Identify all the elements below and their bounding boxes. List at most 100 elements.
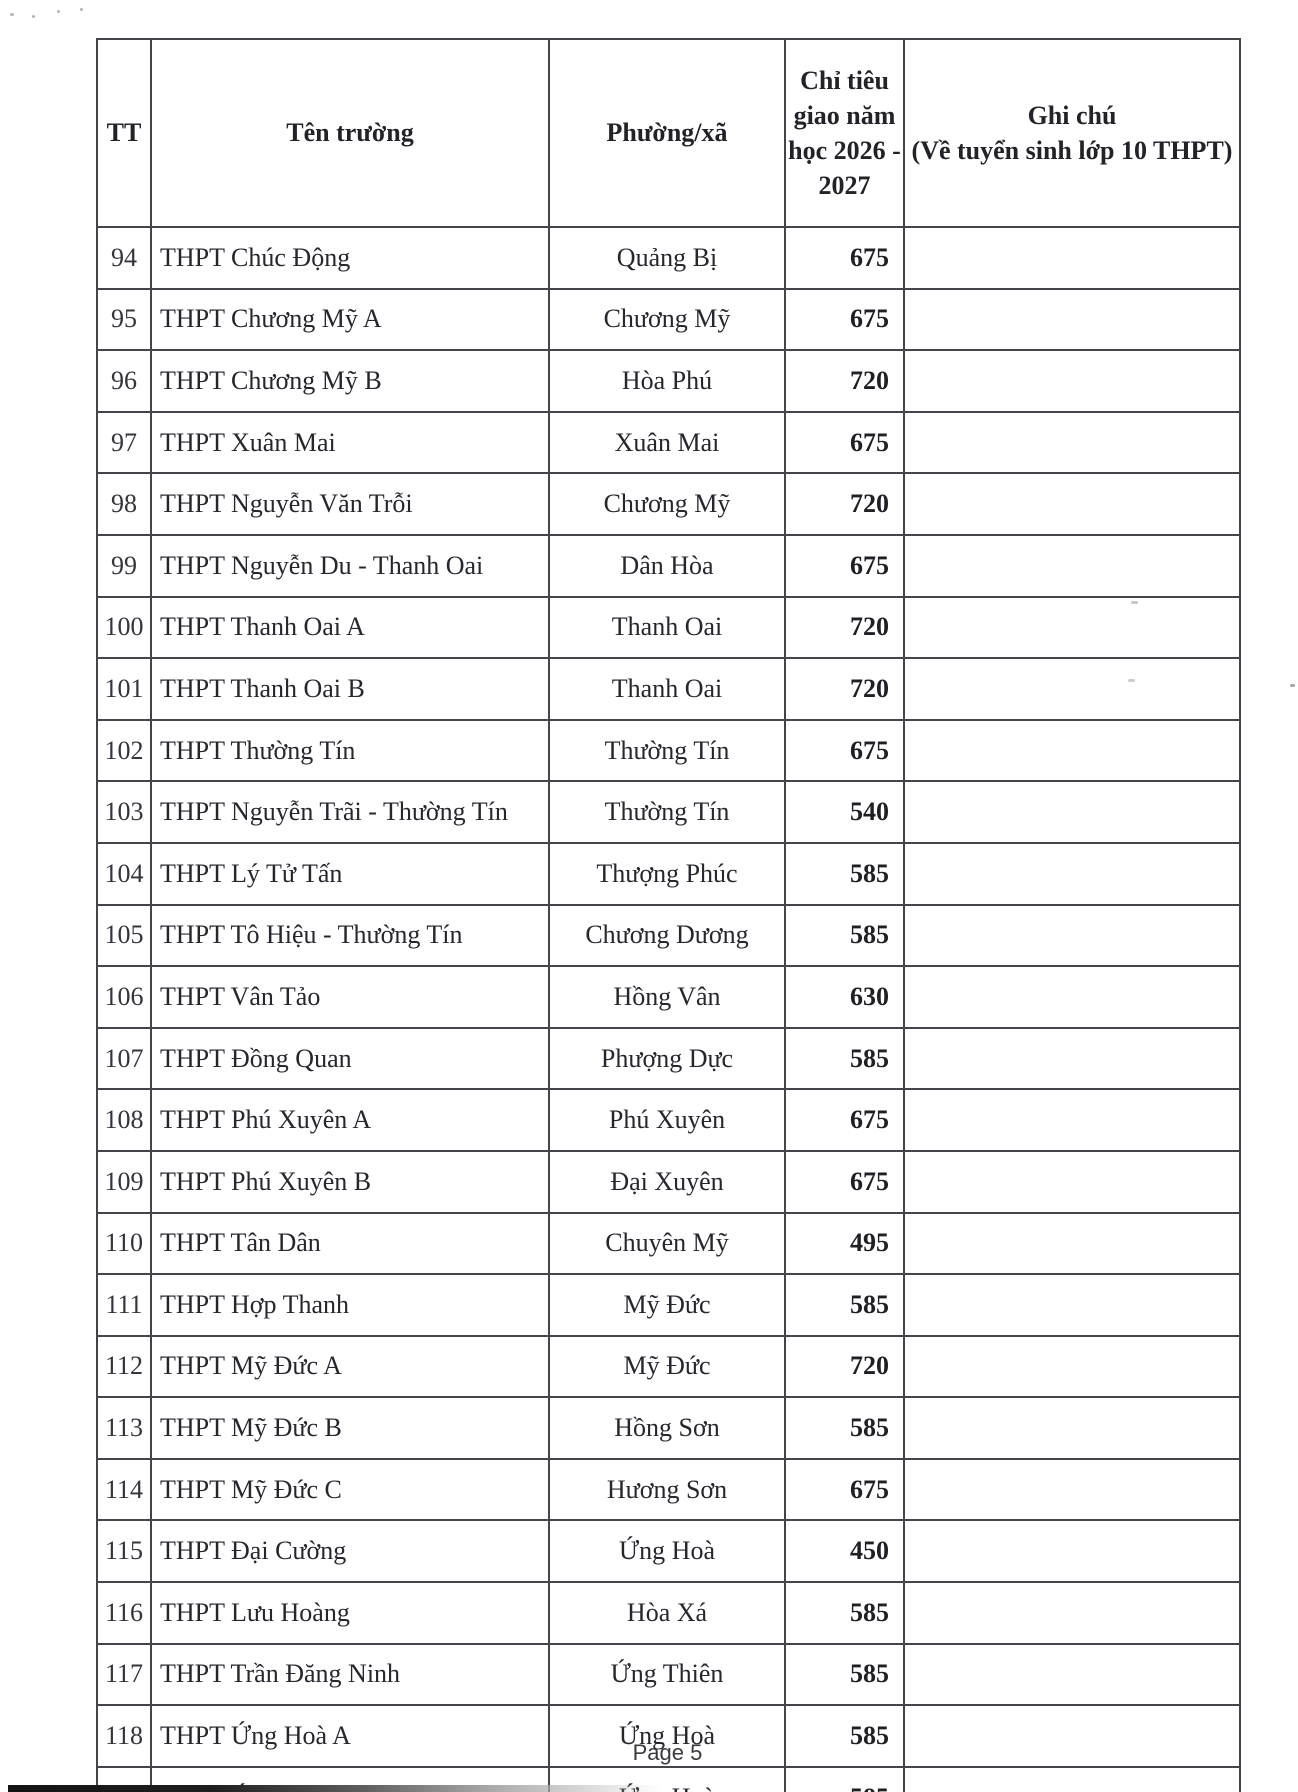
school-name-cell: THPT Phú Xuyên B — [150, 1149, 550, 1214]
row-number-cell: 97 — [96, 410, 152, 475]
note-cell — [903, 718, 1241, 783]
note-cell — [903, 533, 1241, 598]
header-note: Ghi chú (Về tuyển sinh lớp 10 THPT) — [903, 38, 1241, 228]
note-cell — [903, 595, 1241, 660]
scan-speck — [32, 15, 35, 18]
table-row: 101 THPT Thanh Oai B Thanh Oai 720 — [96, 657, 1241, 721]
school-name-cell: THPT Chương Mỹ B — [150, 349, 550, 413]
note-cell — [903, 903, 1241, 968]
note-cell — [903, 1704, 1241, 1768]
note-cell — [903, 1765, 1241, 1792]
quota-cell: 585 — [784, 903, 905, 968]
table-row: 98 THPT Nguyễn Văn Trỗi Chương Mỹ 720 — [96, 472, 1241, 536]
table-row: 109 THPT Phú Xuyên B Đại Xuyên 675 — [96, 1149, 1241, 1214]
quota-cell: 540 — [784, 780, 905, 844]
table-row: 112 THPT Mỹ Đức A Mỹ Đức 720 — [96, 1334, 1241, 1399]
row-number-cell: 107 — [96, 1026, 152, 1091]
school-name-cell: THPT Mỹ Đức A — [150, 1334, 550, 1399]
note-cell — [903, 1149, 1241, 1214]
note-cell — [903, 780, 1241, 844]
ward-cell: Phượng Dực — [548, 1026, 786, 1091]
row-number-cell: 96 — [96, 349, 152, 413]
quota-cell: 585 — [784, 1704, 905, 1768]
ward-cell: Hồng Vân — [548, 965, 786, 1029]
scan-speck — [57, 10, 60, 13]
school-name-cell: THPT Nguyễn Văn Trỗi — [150, 472, 550, 536]
quota-cell: 675 — [784, 1149, 905, 1214]
note-cell — [903, 1211, 1241, 1276]
note-cell — [903, 657, 1241, 721]
table-row: 103 THPT Nguyễn Trãi - Thường Tín Thường… — [96, 780, 1241, 844]
table-row: 102 THPT Thường Tín Thường Tín 675 — [96, 718, 1241, 783]
table-row: 97 THPT Xuân Mai Xuân Mai 675 — [96, 410, 1241, 475]
note-cell — [903, 965, 1241, 1029]
school-name-cell: THPT Đại Cường — [150, 1519, 550, 1584]
school-name-cell: THPT Mỹ Đức C — [150, 1457, 550, 1522]
quota-cell: 720 — [784, 595, 905, 660]
ward-cell: Chương Mỹ — [548, 472, 786, 536]
row-number-cell: 115 — [96, 1519, 152, 1584]
school-name-cell: THPT Đồng Quan — [150, 1026, 550, 1091]
ward-cell: Hương Sơn — [548, 1457, 786, 1522]
row-number-cell: 101 — [96, 657, 152, 721]
header-ward: Phường/xã — [548, 38, 786, 228]
ward-cell: Mỹ Đức — [548, 1273, 786, 1337]
row-number-cell: 106 — [96, 965, 152, 1029]
page-number: Page 5 — [632, 1740, 703, 1765]
school-name-cell: THPT Trần Đăng Ninh — [150, 1642, 550, 1707]
quota-cell: 630 — [784, 965, 905, 1029]
ward-cell: Ứng Thiên — [548, 1642, 786, 1707]
row-number-cell: 100 — [96, 595, 152, 660]
table-row: 111 THPT Hợp Thanh Mỹ Đức 585 — [96, 1273, 1241, 1337]
table-row: 94 THPT Chúc Động Quảng Bị 675 — [96, 226, 1241, 290]
row-number-cell: 109 — [96, 1149, 152, 1214]
school-name-cell: THPT Thanh Oai A — [150, 595, 550, 660]
row-number-cell: 111 — [96, 1273, 152, 1337]
header-school-name: Tên trường — [150, 38, 550, 228]
school-name-cell: THPT Phú Xuyên A — [150, 1088, 550, 1152]
school-name-cell: THPT Tô Hiệu - Thường Tín — [150, 903, 550, 968]
table-row: 118 THPT Ứng Hoà A Ứng Hoà 585 — [96, 1704, 1241, 1768]
ward-cell: Đại Xuyên — [548, 1149, 786, 1214]
quota-cell: 675 — [784, 1088, 905, 1152]
quota-cell: 720 — [784, 1334, 905, 1399]
school-name-cell: THPT Chương Mỹ A — [150, 287, 550, 352]
note-cell — [903, 349, 1241, 413]
ward-cell: Thanh Oai — [548, 595, 786, 660]
school-name-cell: THPT Nguyễn Du - Thanh Oai — [150, 533, 550, 598]
table-row: 107 THPT Đồng Quan Phượng Dực 585 — [96, 1026, 1241, 1091]
ward-cell: Thượng Phúc — [548, 841, 786, 906]
row-number-cell: 118 — [96, 1704, 152, 1768]
row-number-cell: 102 — [96, 718, 152, 783]
ward-cell: Chuyên Mỹ — [548, 1211, 786, 1276]
table-row: 114 THPT Mỹ Đức C Hương Sơn 675 — [96, 1457, 1241, 1522]
row-number-cell: 117 — [96, 1642, 152, 1707]
scan-artifact-bar — [8, 1785, 688, 1792]
table-row: 99 THPT Nguyễn Du - Thanh Oai Dân Hòa 67… — [96, 533, 1241, 598]
ward-cell: Ứng Hoà — [548, 1519, 786, 1584]
table-row: 113 THPT Mỹ Đức B Hồng Sơn 585 — [96, 1396, 1241, 1460]
school-name-cell: THPT Vân Tảo — [150, 965, 550, 1029]
note-cell — [903, 1088, 1241, 1152]
note-cell — [903, 1334, 1241, 1399]
quota-cell: 585 — [784, 841, 905, 906]
table-row: 105 THPT Tô Hiệu - Thường Tín Chương Dươ… — [96, 903, 1241, 968]
header-tt: TT — [96, 38, 152, 228]
row-number-cell: 110 — [96, 1211, 152, 1276]
note-cell — [903, 1273, 1241, 1337]
note-cell — [903, 1026, 1241, 1091]
ward-cell: Thường Tín — [548, 780, 786, 844]
school-name-cell: THPT Xuân Mai — [150, 410, 550, 475]
school-name-cell: THPT Lý Tử Tấn — [150, 841, 550, 906]
school-name-cell: THPT Lưu Hoàng — [150, 1581, 550, 1645]
ward-cell: Hòa Phú — [548, 349, 786, 413]
quota-cell: 585 — [784, 1642, 905, 1707]
enrollment-quota-table: TT Tên trường Phường/xã Chỉ tiêu giao nă… — [96, 38, 1241, 1792]
quota-cell: 720 — [784, 657, 905, 721]
ward-cell: Chương Mỹ — [548, 287, 786, 352]
quota-cell: 720 — [784, 349, 905, 413]
row-number-cell: 113 — [96, 1396, 152, 1460]
quota-cell: 585 — [784, 1026, 905, 1091]
note-cell — [903, 226, 1241, 290]
